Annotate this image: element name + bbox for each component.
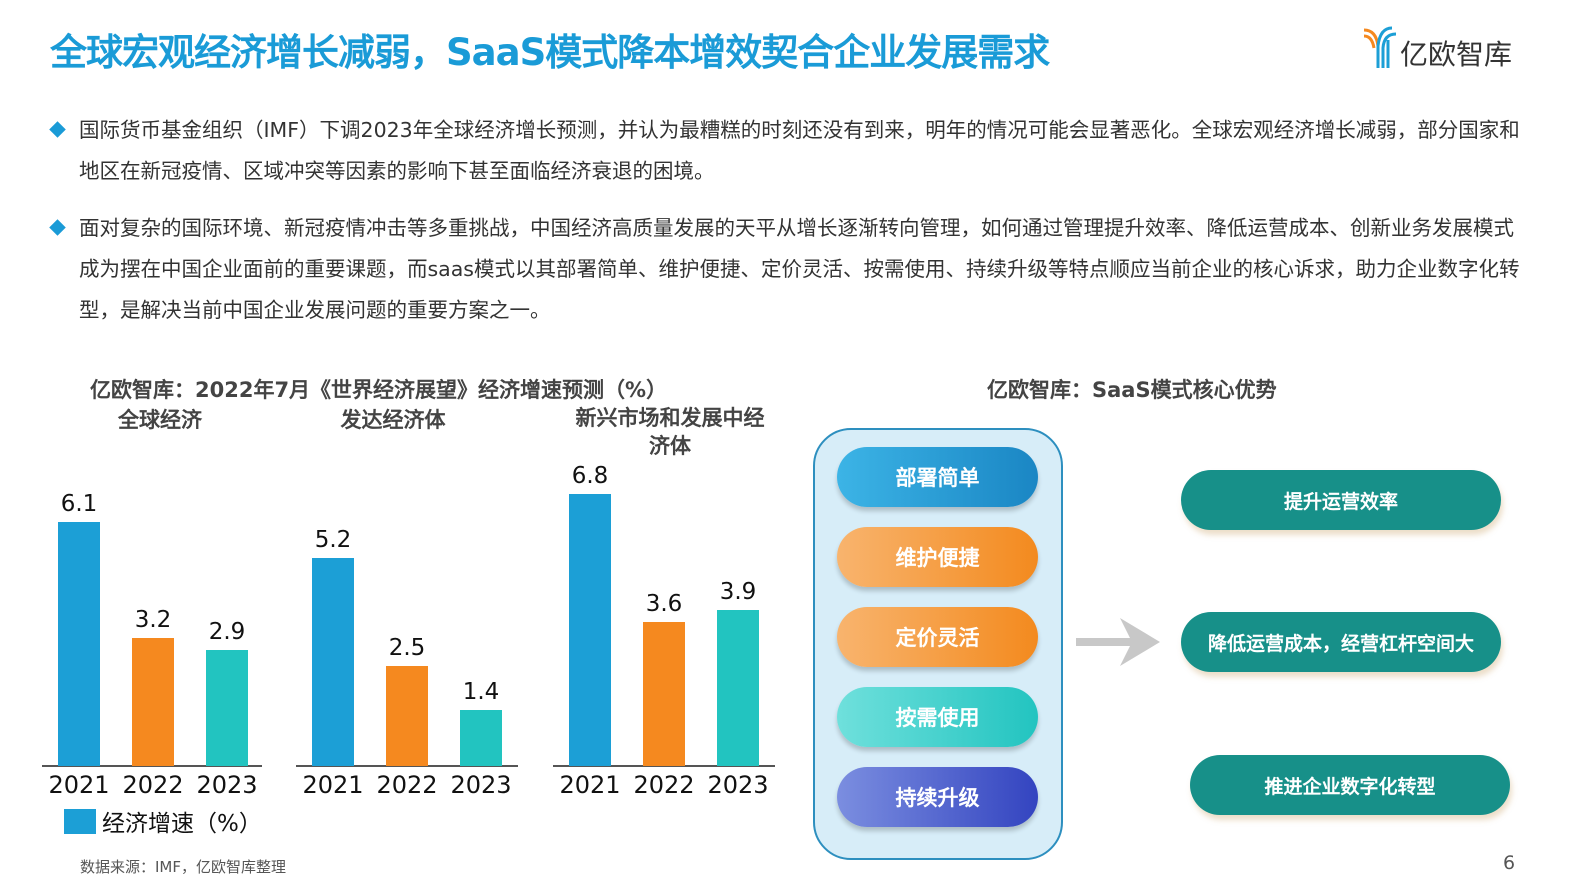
x-tick-label: 2023	[196, 771, 258, 799]
bar	[643, 622, 685, 766]
chart-title: 亿欧智库：2022年7月《世界经济展望》经济增速预测（%）	[90, 378, 668, 402]
data-label: 1.4	[462, 679, 500, 705]
data-label: 5.2	[314, 527, 352, 553]
advantage-on-demand: 按需使用	[837, 687, 1038, 747]
data-label: 2.5	[388, 635, 426, 661]
advantage-maintain: 维护便捷	[837, 527, 1038, 587]
page-number: 6	[1503, 852, 1516, 874]
svg-text:亿欧智库: 亿欧智库	[1400, 38, 1512, 70]
data-label: 2.9	[208, 619, 246, 645]
bar	[312, 558, 354, 766]
data-label: 3.2	[134, 607, 172, 633]
group-title-global: 全球经济	[118, 408, 202, 432]
arrow-right-icon	[1076, 618, 1160, 666]
x-tick-label: 2021	[302, 771, 364, 799]
outcome-efficiency: 提升运营效率	[1181, 470, 1501, 530]
advantage-deploy: 部署简单	[837, 447, 1038, 507]
bar	[569, 494, 611, 766]
bar	[58, 522, 100, 766]
bullet-2: 面对复杂的国际环境、新冠疫情冲击等多重挑战，中国经济高质量发展的天平从增长逐渐转…	[49, 208, 1520, 331]
x-axis-line	[296, 765, 518, 767]
data-label: 3.9	[719, 579, 757, 605]
group-title-emerging: 新兴市场和发展中经济体	[575, 406, 765, 458]
diamond-bullet-icon	[49, 219, 66, 236]
data-source: 数据来源：IMF，亿欧智库整理	[80, 858, 286, 876]
yiou-logo: 亿欧智库	[1363, 26, 1512, 70]
x-tick-label: 2023	[707, 771, 769, 799]
data-label: 6.8	[571, 463, 609, 489]
diagram-title: 亿欧智库：SaaS模式核心优势	[987, 378, 1277, 402]
page-title: 全球宏观经济增长减弱，SaaS模式降本增效契合企业发展需求	[50, 31, 1050, 74]
legend-swatch	[64, 808, 96, 834]
x-tick-label: 2022	[633, 771, 695, 799]
group-title-advanced: 发达经济体	[340, 408, 446, 432]
bar	[132, 638, 174, 766]
x-tick-label: 2021	[48, 771, 110, 799]
advantage-pricing: 定价灵活	[837, 607, 1038, 667]
x-axis-line	[42, 765, 262, 767]
x-tick-label: 2023	[450, 771, 512, 799]
advantage-upgrade: 持续升级	[837, 767, 1038, 827]
bar	[460, 710, 502, 766]
x-tick-label: 2022	[376, 771, 438, 799]
legend: 经济增速（%）	[64, 804, 262, 838]
outcome-digital: 推进企业数字化转型	[1190, 755, 1510, 815]
x-tick-label: 2022	[122, 771, 184, 799]
bar	[206, 650, 248, 766]
outcome-cost: 降低运营成本，经营杠杆空间大	[1181, 612, 1501, 672]
bar	[386, 666, 428, 766]
bullet-1: 国际货币基金组织（IMF）下调2023年全球经济增长预测，并认为最糟糕的时刻还没…	[49, 110, 1520, 192]
x-axis-line	[553, 765, 775, 767]
x-tick-label: 2021	[559, 771, 621, 799]
bar	[717, 610, 759, 766]
data-label: 3.6	[645, 591, 683, 617]
diamond-bullet-icon	[49, 121, 66, 138]
data-label: 6.1	[60, 491, 98, 517]
